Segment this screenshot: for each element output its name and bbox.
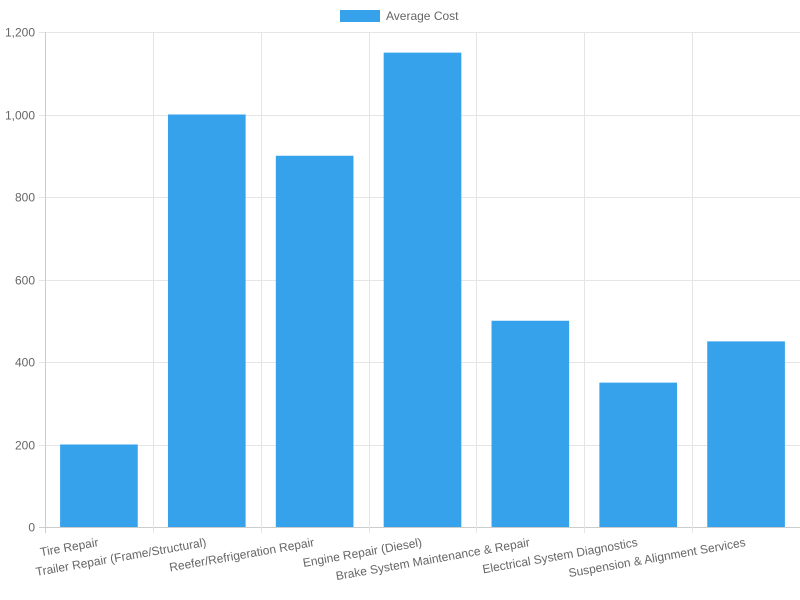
bars: [60, 52, 785, 528]
y-axis: 0 200 400 600 800 1,000 1,200: [5, 26, 35, 535]
y-tick-label: 1,000: [5, 109, 35, 123]
legend[interactable]: Average Cost: [340, 9, 459, 23]
bar[interactable]: [383, 52, 462, 527]
legend-label[interactable]: Average Cost: [386, 9, 459, 23]
y-tick-label: 600: [15, 274, 35, 288]
legend-swatch[interactable]: [340, 10, 380, 22]
y-tick-label: 200: [15, 439, 35, 453]
bar[interactable]: [491, 320, 570, 527]
y-tick-label: 0: [28, 521, 35, 535]
bar[interactable]: [167, 114, 246, 528]
bar[interactable]: [60, 444, 138, 528]
bar[interactable]: [275, 155, 354, 527]
y-tick-label: 400: [15, 356, 35, 370]
y-tick-label: 800: [15, 191, 35, 205]
bar[interactable]: [599, 382, 678, 527]
y-tick-label: 1,200: [5, 26, 35, 40]
bar[interactable]: [707, 341, 785, 527]
